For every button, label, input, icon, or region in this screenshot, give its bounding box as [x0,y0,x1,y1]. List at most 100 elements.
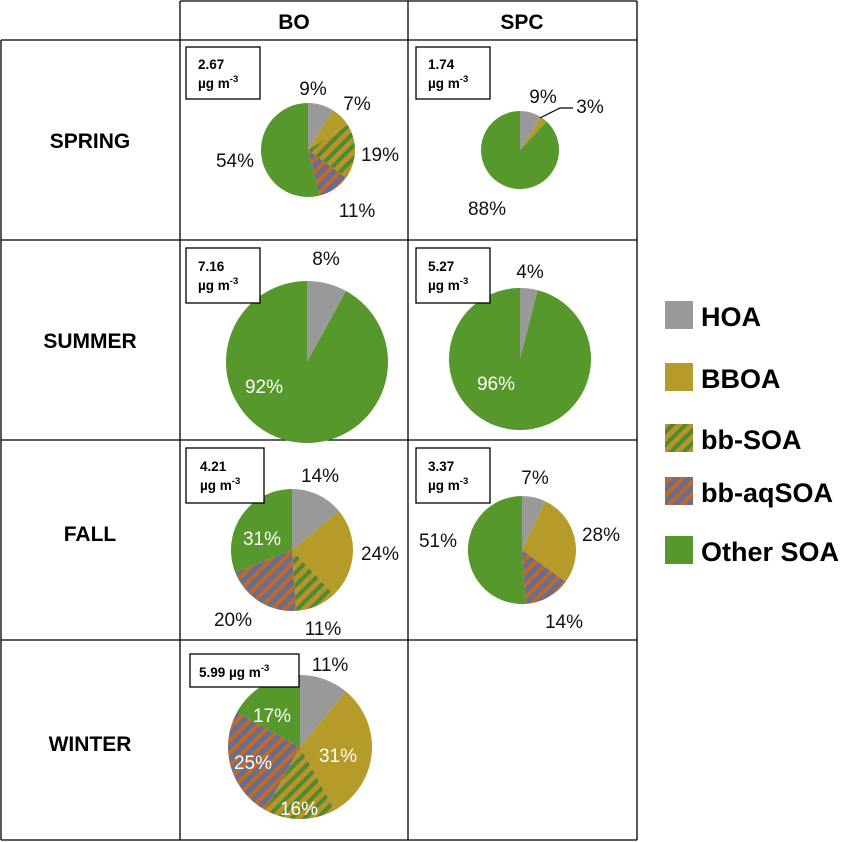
pie-slice-bboa [300,691,372,811]
pie-slice-other-soa [467,495,526,604]
slice-label-hoa: 7% [521,468,549,489]
slice-label-bb-soa: 19% [361,145,399,166]
mass-exponent: -3 [460,276,468,287]
slice-label-bb-aqsoa: 20% [214,610,252,631]
pie-slice-other-soa [230,489,292,573]
row-header-summer: SUMMER [43,330,136,353]
legend-swatch-bboa [665,363,693,391]
pie-slice-bb-aqsoa [522,550,566,604]
slice-label-bb-soa: 11% [305,619,342,640]
slice-label-other-soa: 17% [253,706,291,727]
pie-slice-other-soa [225,281,388,443]
mass-box [415,447,491,504]
pie-slice-hoa [308,103,334,150]
mass-value: 5.27 [428,259,454,274]
mass-exponent: -3 [460,74,468,85]
mass-unit: µg m-3 [428,276,468,293]
pie-slice-bb-soa [308,124,355,178]
pie-fall-bo: 14% 24% 11% 20% 31% 4.21 µg m-3 [185,447,399,640]
slice-label-hoa: 4% [516,262,544,283]
pie-summer-bo: 8% 92% 7.16 µg m-3 [185,247,388,443]
legend-label-hoa: HOA [701,302,761,332]
slice-label-hoa: 9% [299,79,327,100]
table-grid [0,0,638,841]
slice-label-hoa: 9% [529,87,557,108]
mass-unit: µg m-3 [428,476,468,493]
legend-label-bb-soa: bb-SOA [701,425,802,455]
pie-slice-hoa [300,675,346,747]
mass-exponent: -3 [230,74,238,85]
pie-slice-other-soa [260,103,320,198]
mass-box [185,247,261,304]
pie-slice-hoa [522,496,545,550]
mass-exponent: -3 [261,663,269,674]
pie-slice-hoa [520,111,541,150]
mass-box [185,447,265,504]
pie-slice-bb-aqsoa [308,150,347,196]
row-header-spring: SPRING [50,130,131,153]
mass-exponent: -3 [230,276,238,287]
slice-label-hoa: 14% [301,466,339,487]
row-header-fall: FALL [64,523,117,546]
mass-exponent: -3 [232,476,240,487]
leader-line [539,107,573,119]
slice-label-bb-soa: 16% [280,799,318,820]
pie-spring-bo: 9% 7% 19% 11% 54% 2.67 µg m-3 [185,46,399,222]
slice-label-bboa: 24% [361,544,399,565]
slice-label-bb-aqsoa: 25% [234,753,272,774]
mass-unit: µg m-3 [198,74,238,91]
mass-box [189,653,300,688]
legend-swatch-bb-aqsoa [665,477,693,505]
pie-fall-spc: 7% 28% 14% 51% 3.37 µg m-3 [415,447,620,633]
slice-label-other-soa: 88% [468,199,506,220]
pie-slice-bb-soa [265,747,335,819]
slice-label-hoa: 11% [312,655,349,676]
slice-label-bboa: 28% [582,525,620,546]
pie-spring-spc: 9% 3% 88% 1.74 µg m-3 [415,46,604,220]
slice-label-bboa: 3% [576,97,604,118]
mass-unit: µg m-3 [428,74,468,91]
pie-slice-bb-aqsoa [235,550,296,612]
mass-box [415,46,491,100]
pie-slice-hoa [307,281,347,362]
slice-label-other-soa: 92% [245,377,283,398]
legend: HOA BBOA bb-SOA bb-aqSOA Other SOA [665,301,839,567]
mass-value: 4.21 [200,459,227,474]
legend-label-other-soa: Other SOA [701,537,839,567]
pie-slice-bboa [522,501,577,582]
slice-label-bb-aqsoa: 11% [339,201,376,222]
slice-label-other-soa: 51% [419,531,457,552]
pie-slice-bboa [292,511,354,595]
row-header-winter: WINTER [49,733,132,756]
mass-unit: µg m-3 [198,276,238,293]
legend-label-bb-aqsoa: bb-aqSOA [701,478,833,508]
slice-label-other-soa: 31% [243,529,281,550]
slice-label-other-soa: 96% [477,374,515,395]
pie-slice-bb-aqsoa [228,712,300,811]
mass-value: 1.74 [428,57,455,72]
slice-label-bboa: 31% [319,746,357,767]
mass-unit: µg m-3 [200,476,240,493]
pie-winter-bo: 11% 31% 16% 25% 17% 5.99 µg m-3 [189,653,372,820]
legend-swatch-hoa [665,301,693,329]
mass-box [185,46,261,100]
pie-slice-other-soa [449,288,592,431]
mass-value: 3.37 [428,459,454,474]
pie-charts: 9% 7% 19% 11% 54% 2.67 µg m-3 9% 3% 88% 1.74 µg m-3… [185,46,620,820]
pie-slice-other-soa [481,111,560,189]
pie-slice-hoa [292,489,339,550]
mass-label: 5.99 µg m-3 [199,663,269,680]
slice-label-other-soa: 54% [216,151,254,172]
pie-slice-hoa [520,288,538,359]
column-header-spc: SPC [500,11,543,34]
pie-slice-other-soa [236,675,300,747]
legend-label-bboa: BBOA [701,364,781,394]
column-header-bo: BO [278,11,310,34]
mass-box [415,247,491,304]
slice-label-hoa: 8% [312,249,340,270]
pie-summer-spc: 4% 96% 5.27 µg m-3 [415,247,592,431]
pie-slice-bboa [520,117,547,150]
mass-value: 2.67 [198,57,224,72]
slice-label-bb-aqsoa: 14% [545,612,583,633]
